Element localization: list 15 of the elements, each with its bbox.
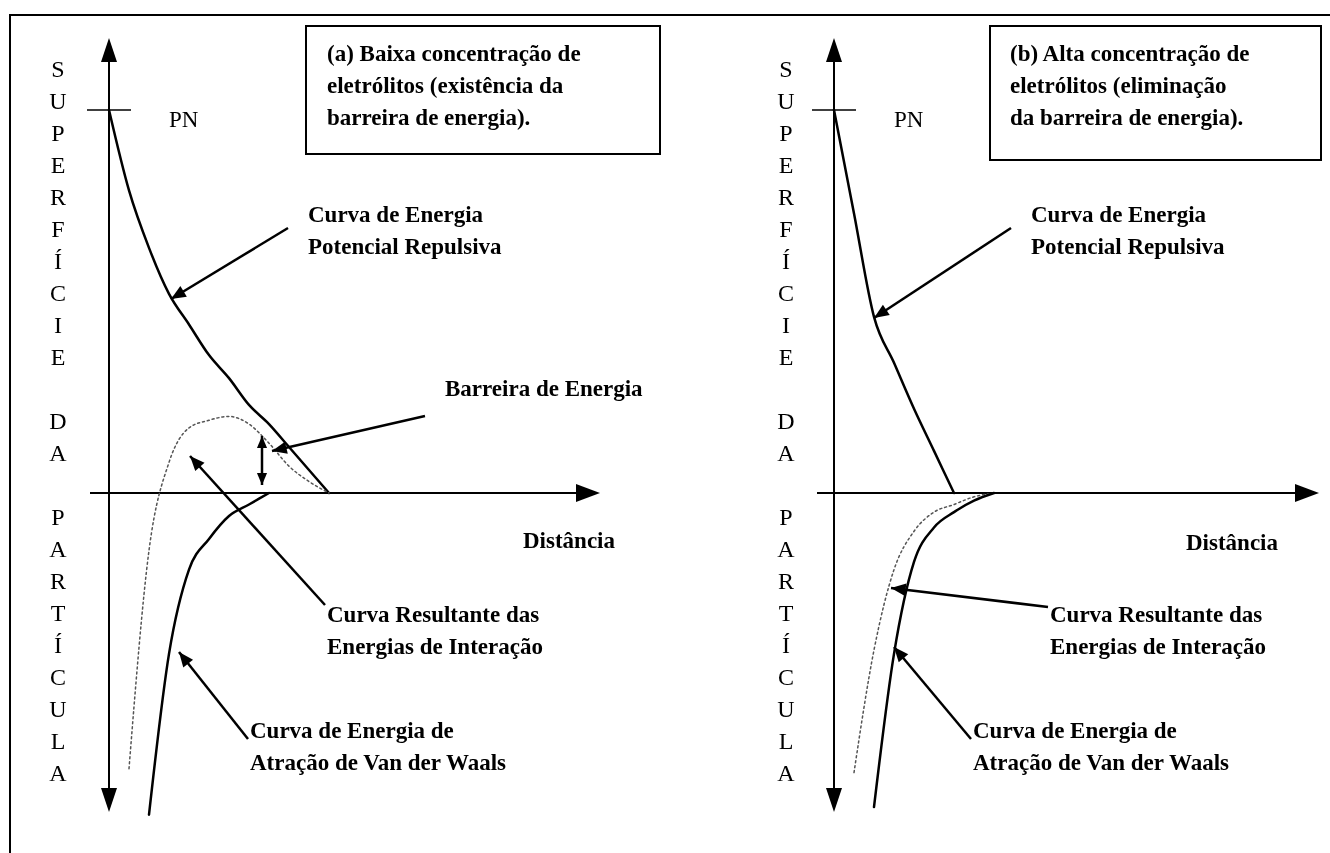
text: Curva de Energia Potencial Repulsiva (308, 202, 503, 259)
text: Curva de Energia de Atração de Van der Waals (973, 718, 1230, 775)
y-axis-title: SUPERFÍCIE DA PARTÍCULA (773, 56, 799, 792)
text: Curva Resultante das Energias de Interação (327, 602, 543, 659)
text: Curva de Energia Potencial Repulsiva (1031, 202, 1226, 259)
annotation: PN (169, 107, 199, 132)
x-axis-title: Distância (523, 528, 616, 553)
annotation: Barreira de Energia (445, 376, 644, 401)
text: Curva Resultante das Energias de Interação (1050, 602, 1266, 659)
annotation: PN (894, 107, 924, 132)
chart-title: (b) Alta concentração de eletrólitos (eliminação da barreira de energia). (1010, 41, 1250, 130)
chart-title: (a) Baixa concentração de eletrólitos (existência da barreira de energia). (327, 41, 581, 130)
x-axis-title: Distância (1186, 530, 1279, 555)
text: Curva de Energia de Atração de Van der Waals (250, 718, 507, 775)
y-axis-title: SUPERFÍCIE DA PARTÍCULA (45, 56, 71, 792)
